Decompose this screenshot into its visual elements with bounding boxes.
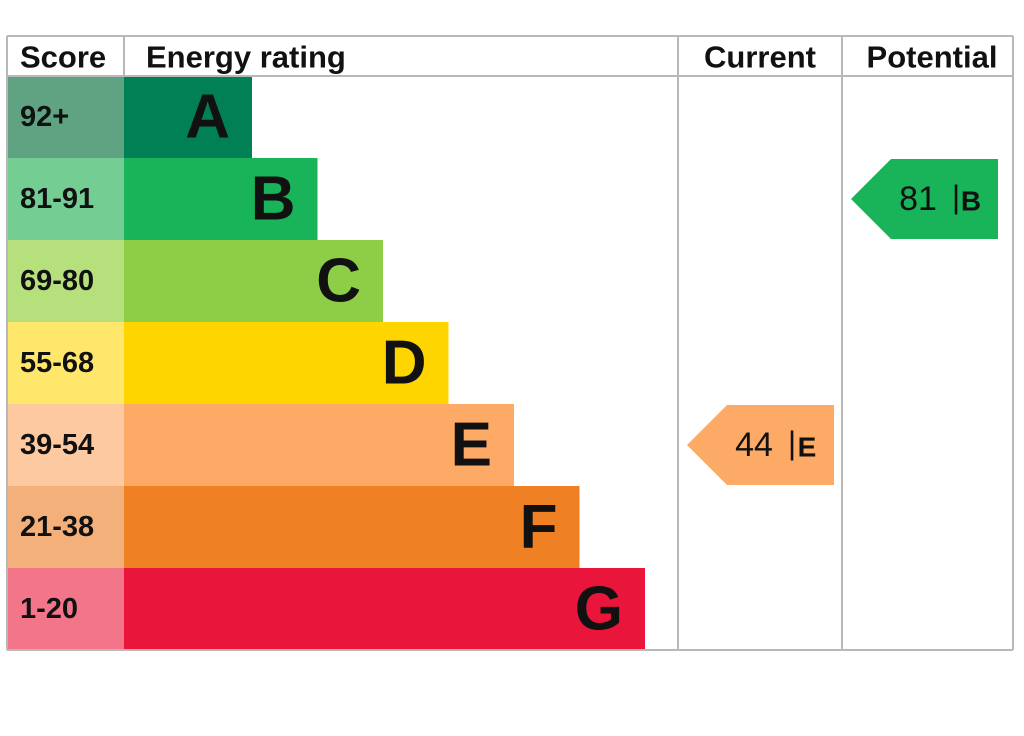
score-label: 92+ [20, 101, 69, 133]
score-label: 1-20 [20, 593, 78, 625]
score-label: 81-91 [20, 183, 94, 215]
band-letter: B [251, 165, 296, 234]
score-cell [7, 158, 124, 240]
band-letter: C [316, 247, 361, 316]
score-cell [7, 322, 124, 404]
band-bar [124, 76, 252, 158]
score-cell [7, 568, 124, 650]
header-current: Current [704, 40, 816, 75]
current-value: 44 [735, 426, 773, 464]
header-energy-rating: Energy rating [146, 40, 346, 75]
score-label: 55-68 [20, 347, 94, 379]
potential-value: 81 [899, 180, 937, 218]
band-letter: E [451, 411, 492, 480]
band-bar [124, 568, 645, 650]
potential-letter: B [961, 186, 981, 217]
score-cell [7, 240, 124, 322]
band-letter: A [185, 83, 230, 152]
potential-separator: | [952, 179, 960, 215]
band-bar [124, 404, 514, 486]
band-letter: D [382, 329, 427, 398]
score-cell [7, 76, 124, 158]
potential-arrow [851, 159, 998, 239]
band-letter: F [520, 493, 558, 562]
band-letter: G [575, 575, 623, 644]
band-bar [124, 240, 383, 322]
header-score: Score [20, 40, 106, 75]
band-bar [124, 158, 318, 240]
score-cell [7, 404, 124, 486]
score-label: 21-38 [20, 511, 94, 543]
score-cell [7, 486, 124, 568]
band-bar [124, 486, 580, 568]
current-arrow [687, 405, 834, 485]
current-separator: | [788, 425, 796, 461]
band-bar [124, 322, 449, 404]
current-letter: E [798, 432, 817, 463]
score-label: 69-80 [20, 265, 94, 297]
header-potential: Potential [867, 40, 998, 75]
score-label: 39-54 [20, 429, 94, 461]
grid [6, 35, 1014, 651]
